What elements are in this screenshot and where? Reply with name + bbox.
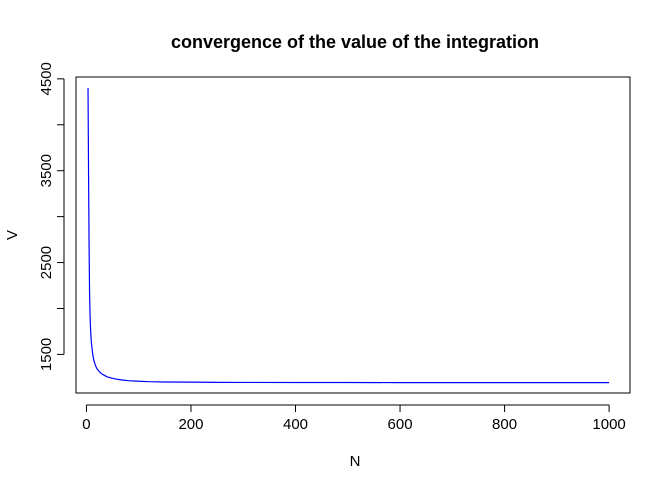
series-group	[87, 88, 610, 384]
x-tick-label: 800	[492, 416, 517, 433]
x-tick-label: 400	[283, 416, 308, 433]
y-tick-label: 4500	[38, 62, 55, 95]
x-axis-label: N	[350, 453, 361, 470]
x-tick-label: 600	[388, 416, 413, 433]
chart-title: convergence of the value of the integrat…	[171, 32, 539, 52]
plot-box	[75, 76, 631, 394]
y-tick-label: 3500	[38, 154, 55, 187]
x-axis: 0 200 400 600 800 1000	[82, 404, 626, 433]
y-tick-label: 2500	[38, 246, 55, 279]
x-tick-label: 200	[178, 416, 203, 433]
x-tick-label: 0	[82, 416, 90, 433]
y-tick-label: 1500	[38, 338, 55, 371]
y-axis-label: V	[4, 230, 21, 240]
y-axis: 1500 2500 3500 4500	[38, 62, 65, 371]
series-line	[87, 88, 610, 384]
x-tick-label: 1000	[592, 416, 625, 433]
